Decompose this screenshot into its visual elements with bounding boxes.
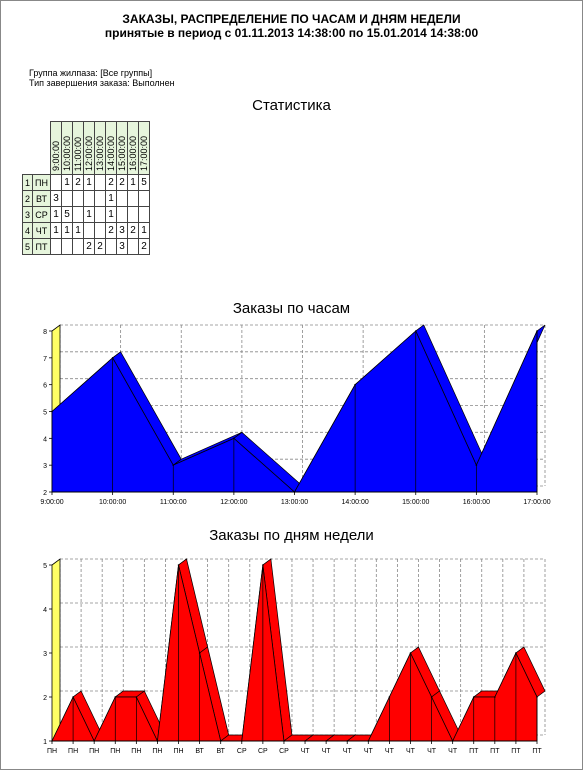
x-tick-label: ПТ [511, 748, 521, 755]
data-point [409, 652, 412, 654]
hours-chart-title: Заказы по часам [232, 300, 351, 317]
stats-row: 3 СР 1 5 1 1 [22, 206, 150, 223]
stats-row: 4 ЧТ 1 1 1 2 3 2 1 [22, 222, 150, 239]
days-chart-title: Заказы по дням недели [209, 527, 374, 544]
x-tick-label: СР [237, 748, 247, 755]
data-point [111, 357, 114, 359]
x-tick-label: ЧТ [322, 748, 332, 755]
x-tick-label: СР [258, 748, 268, 755]
data-point [414, 330, 417, 332]
stats-row: 1 ПН 1 2 1 2 2 1 5 [22, 174, 150, 191]
x-tick-label: ПН [110, 748, 120, 755]
data-point [430, 696, 433, 698]
y-tick-label: 7 [43, 356, 47, 363]
area-series [51, 564, 538, 743]
stats-table: 9:00:00 10:00:00 11:00:00 12:00:00 13:00:00 1… [22, 121, 150, 255]
x-tick-label: ЧТ [364, 748, 374, 755]
data-point [72, 696, 74, 698]
stats-header-row: 9:00:00 10:00:00 11:00:00 12:00:00 13:00:00 1… [23, 121, 150, 175]
y-tick-label: 8 [43, 329, 47, 336]
x-tick-label: ЧТ [301, 748, 311, 755]
x-tick-label: ВТ [216, 748, 225, 755]
x-tick-label: ПН [131, 748, 141, 755]
x-tick-label: 12:00:00 [220, 499, 247, 506]
stats-title: Статистика [252, 97, 331, 114]
x-tick-label: ЧТ [343, 748, 353, 755]
stats-cell: 1 [138, 222, 150, 239]
x-tick-label: ПТ [469, 748, 479, 755]
x-tick-label: 16:00:00 [463, 499, 490, 506]
completion-filter: Тип завершения заказа: Выполнен [29, 78, 175, 88]
x-tick-label: 15:00:00 [402, 499, 429, 506]
x-tick-label: 10:00:00 [99, 499, 126, 506]
data-point [135, 696, 138, 698]
x-tick-label: ПН [173, 748, 183, 755]
x-tick-label: 14:00:00 [342, 499, 369, 506]
y-tick-label: 4 [43, 607, 47, 614]
data-point [475, 464, 478, 466]
stats-row-day: ВТ [32, 190, 51, 207]
data-point [262, 564, 264, 566]
x-tick-label: ЧТ [448, 748, 458, 755]
y-tick-label: 5 [43, 410, 47, 417]
data-point [172, 464, 175, 466]
side-wall [51, 558, 61, 742]
x-tick-label: СР [279, 748, 289, 755]
x-tick-label: ПН [152, 748, 162, 755]
y-tick-label: 3 [43, 651, 47, 658]
x-tick-label: ЧТ [427, 748, 437, 755]
report-title: ЗАКАЗЫ, РАСПРЕДЕЛЕНИЕ ПО ЧАСАМ И ДНЯМ НЕ… [122, 12, 461, 26]
data-point [494, 696, 496, 698]
x-tick-label: ЧТ [406, 748, 416, 755]
x-tick-label: ПН [68, 748, 78, 755]
x-tick-label: ЧТ [385, 748, 395, 755]
x-tick-label: 13:00:00 [281, 499, 308, 506]
stats-row: 2 ВТ 3 1 [22, 190, 150, 207]
x-tick-label: 11:00:00 [160, 499, 187, 506]
data-point [233, 437, 235, 440]
stats-cell: 2 [138, 238, 150, 255]
x-tick-label: 17:00:00 [523, 499, 550, 506]
data-point [177, 564, 180, 566]
x-tick-label: ПТ [490, 748, 500, 755]
stats-cell: 2 [83, 238, 95, 255]
stats-row-day: ЧТ [32, 222, 51, 239]
data-point [354, 383, 356, 386]
stats-cell: 3 [116, 238, 128, 255]
x-tick-label: ПН [47, 748, 57, 755]
data-point [515, 652, 517, 654]
x-tick-label: 9:00:00 [40, 499, 63, 506]
y-tick-label: 2 [43, 695, 47, 702]
data-point [388, 696, 391, 698]
y-tick-label: 4 [43, 436, 47, 443]
x-tick-label: ВТ [195, 748, 204, 755]
y-tick-label: 2 [43, 490, 47, 497]
y-tick-label: 6 [43, 383, 47, 390]
y-tick-label: 5 [43, 563, 47, 570]
stats-row-day: ПН [32, 174, 51, 191]
data-point [472, 696, 475, 698]
data-point [198, 652, 201, 654]
data-point [114, 696, 117, 698]
y-tick-label: 1 [43, 739, 47, 746]
x-tick-label: ПТ [532, 748, 542, 755]
y-tick-label: 3 [43, 463, 47, 470]
stats-row: 5 ПТ 2 2 3 2 [22, 238, 150, 255]
report-period: принятые в период с 01.11.2013 14:38:00 … [104, 26, 479, 40]
x-tick-label: ПН [89, 748, 99, 755]
group-filter: Группа жилпаза: [Все группы] [29, 68, 153, 78]
